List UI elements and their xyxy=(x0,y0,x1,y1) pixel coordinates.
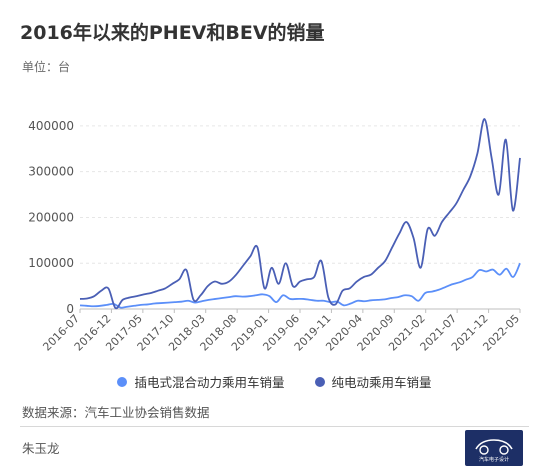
legend-label-bev: 纯电动乘用车销量 xyxy=(331,375,432,390)
series-line-phev xyxy=(79,262,521,309)
y-tick-label: 300000 xyxy=(28,165,74,179)
y-tick-label: 400000 xyxy=(28,119,74,133)
y-tick-label: 200000 xyxy=(28,210,74,224)
legend: 插电式混合动力乘用车销量 纯电动乘用车销量 xyxy=(0,372,549,391)
data-source: 数据来源：汽车工业协会销售数据 xyxy=(22,405,210,420)
legend-item-phev: 插电式混合动力乘用车销量 xyxy=(117,372,285,391)
y-tick-label: 100000 xyxy=(28,256,74,270)
series-line-bev xyxy=(79,118,521,310)
legend-dot-bev-icon xyxy=(314,376,325,387)
legend-label-phev: 插电式混合动力乘用车销量 xyxy=(134,375,285,390)
car-logo-icon: 汽车电子设计 xyxy=(465,430,523,466)
legend-dot-phev-icon xyxy=(117,376,128,387)
unit-label: 单位：台 xyxy=(22,60,71,74)
legend-item-bev: 纯电动乘用车销量 xyxy=(314,372,432,391)
author-name: 朱玉龙 xyxy=(22,441,60,456)
footer-divider xyxy=(20,426,529,427)
chart-title: 2016年以来的PHEV和BEV的销量 xyxy=(20,22,325,44)
logo-text: 汽车电子设计 xyxy=(479,456,509,463)
y-tick-label: 0 xyxy=(66,302,74,316)
